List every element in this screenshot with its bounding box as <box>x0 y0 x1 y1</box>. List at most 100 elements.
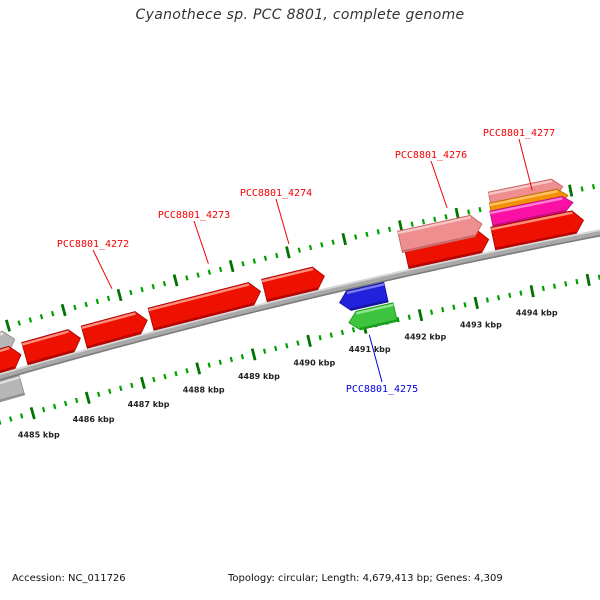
gene-label-PCC8801_4277: PCC8801_4277 <box>483 128 555 139</box>
gene-arrow-PCC8801_4274-shade <box>266 287 318 301</box>
gene-arrow-gray-1-shade <box>0 392 25 402</box>
inner-ruler-minor-tick <box>218 359 222 365</box>
ruler-position-label: 4490 kbp <box>293 358 335 367</box>
gene-arrow-red-14-highlight <box>490 211 573 231</box>
outer-ruler-minor-tick <box>410 221 414 227</box>
outer-ruler-minor-tick <box>297 247 301 253</box>
outer-ruler-minor-tick <box>185 275 189 281</box>
inner-ruler-minor-tick <box>52 403 57 410</box>
inner-ruler-minor-tick <box>207 362 211 368</box>
figure-title: Cyanothece sp. PCC 8801, complete genome <box>135 7 465 23</box>
ruler-position-label: 4487 kbp <box>128 400 170 409</box>
gene-arrow-magenta-13 <box>489 195 574 228</box>
gene-arrow-red-2 <box>0 345 22 374</box>
inner-ruler-minor-tick <box>329 332 333 338</box>
inner-ruler-minor-tick <box>575 278 579 285</box>
inner-ruler-major-tick <box>585 273 591 287</box>
gene-arrow-red-2-highlight <box>0 347 10 353</box>
inner-ruler-minor-tick <box>407 314 411 320</box>
outer-ruler-minor-tick <box>84 301 88 308</box>
outer-ruler-minor-tick <box>162 281 167 287</box>
gene-arrow-PCC8801_4275-shade <box>350 299 389 310</box>
inner-ruler-minor-tick <box>351 327 356 333</box>
inner-ruler-minor-tick <box>240 354 245 360</box>
ruler-position-label: 4486 kbp <box>73 415 115 424</box>
outer-ruler-minor-tick <box>308 244 313 251</box>
gene-arrow-PCC8801_4272-highlight <box>81 312 136 330</box>
inner-ruler-minor-tick <box>8 416 13 422</box>
outer-ruler-minor-tick <box>50 310 55 317</box>
inner-ruler-minor-tick <box>441 306 445 313</box>
outer-ruler-minor-tick <box>478 206 482 213</box>
gene-arrow-PCC8801_4276-highlight <box>397 216 471 235</box>
outer-ruler-major-tick <box>172 274 179 287</box>
gene-label-leader-PCC8801_4274 <box>275 198 290 245</box>
gene-arrow-PCC8801_4274-highlight <box>261 267 314 283</box>
inner-ruler-minor-tick <box>452 304 456 310</box>
inner-ruler-minor-tick <box>396 316 400 323</box>
inner-ruler-major-tick <box>417 308 424 322</box>
gene-arrow-red-14 <box>490 210 585 251</box>
gene-label-PCC8801_4276: PCC8801_4276 <box>395 150 467 161</box>
outer-ruler-minor-tick <box>196 272 200 278</box>
inner-ruler-minor-tick <box>485 297 489 303</box>
outer-ruler-minor-tick <box>421 219 426 225</box>
gene-arrow-PCC8801_4272 <box>80 311 148 349</box>
inner-ruler-minor-tick <box>274 345 278 352</box>
inner-ruler-minor-tick <box>519 290 523 296</box>
inner-ruler-major-tick <box>529 285 535 298</box>
gene-arrow-red-2-shade <box>0 366 15 372</box>
outer-ruler-minor-tick <box>376 229 380 235</box>
inner-ruler-minor-tick <box>508 292 512 299</box>
gene-label-leader-PCC8801_4275 <box>368 334 383 383</box>
inner-ruler-minor-tick <box>429 309 434 315</box>
outer-ruler-minor-tick <box>17 320 21 326</box>
inner-ruler-minor-tick <box>74 397 79 404</box>
gene-arrow-PCC8801_4275-highlight <box>346 283 385 295</box>
outer-ruler-major-tick <box>4 319 11 332</box>
inner-ruler-major-tick <box>195 362 202 375</box>
gene-arrow-green-8-shade <box>359 319 398 330</box>
genome-backbone-highlight <box>0 229 600 375</box>
outer-ruler-major-tick <box>116 288 123 302</box>
inner-ruler-major-tick <box>84 391 91 404</box>
inner-ruler-minor-tick <box>552 283 557 289</box>
outer-ruler-minor-tick <box>241 261 245 267</box>
inner-ruler-minor-tick <box>19 413 24 419</box>
outer-ruler-minor-tick <box>129 289 133 296</box>
gene-arrow-PCC8801_4273-shade <box>153 302 254 330</box>
ruler-position-label: 4494 kbp <box>516 309 558 318</box>
gene-arrow-magenta-13-shade <box>492 210 566 227</box>
gene-label-leader-PCC8801_4277 <box>518 138 533 191</box>
inner-ruler-minor-tick <box>174 371 178 377</box>
outer-ruler-minor-tick <box>580 186 584 192</box>
outer-ruler-minor-tick <box>365 231 369 238</box>
inner-ruler-minor-tick <box>340 329 345 336</box>
outer-ruler-minor-tick <box>151 283 155 290</box>
outer-ruler-minor-tick <box>591 183 596 190</box>
gene-label-leader-PCC8801_4272 <box>92 249 113 289</box>
ruler-position-label: 4492 kbp <box>404 333 446 342</box>
outer-ruler-minor-tick <box>140 286 144 293</box>
figure-footer: Accession: NC_011726 Topology: circular;… <box>0 573 600 591</box>
gene-arrow-PCC8801_4274 <box>261 266 325 303</box>
footer-stats: Topology: circular; Length: 4,679,413 bp… <box>228 573 503 584</box>
ruler-position-label: 4488 kbp <box>183 386 225 395</box>
outer-ruler-major-tick <box>228 259 235 273</box>
outer-ruler-major-tick <box>568 184 574 197</box>
inner-ruler-major-tick <box>29 407 36 420</box>
inner-ruler-minor-tick <box>262 348 267 354</box>
genome-backbone-shadow <box>0 234 600 381</box>
outer-ruler-major-tick <box>285 246 291 259</box>
ruler-position-label: 4493 kbp <box>460 320 502 329</box>
gene-arrow-red-9-shade <box>408 250 482 268</box>
outer-ruler-minor-tick <box>444 214 448 220</box>
inner-ruler-minor-tick <box>163 373 167 380</box>
gene-arrow-PCC8801_4276-shade <box>401 234 475 252</box>
gene-label-leader-PCC8801_4276 <box>430 160 448 209</box>
inner-ruler-major-tick <box>250 348 257 361</box>
inner-ruler-minor-tick <box>130 382 134 389</box>
outer-ruler-minor-tick <box>95 298 100 305</box>
outer-ruler-minor-tick <box>275 252 279 259</box>
gene-label-PCC8801_4272: PCC8801_4272 <box>57 239 129 250</box>
